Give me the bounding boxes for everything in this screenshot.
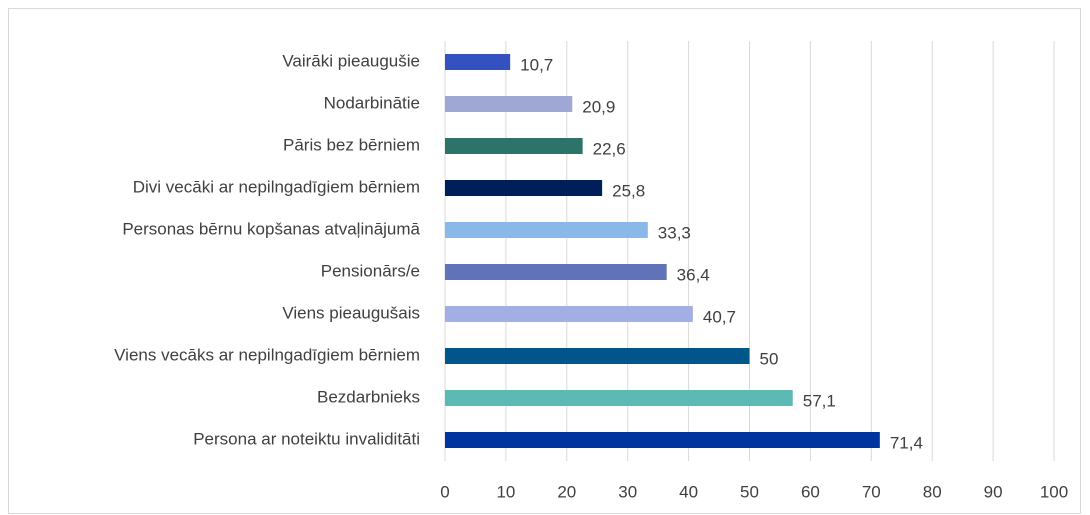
- x-tick-label: 0: [440, 482, 449, 501]
- y-tick-label: Viens vecāks ar nepilngadīgiem bērniem: [114, 345, 420, 364]
- y-tick-label: Personas bērnu kopšanas atvaļinājumā: [122, 219, 420, 238]
- x-tick-label: 50: [740, 482, 759, 501]
- value-label: 20,9: [582, 97, 615, 116]
- x-tick-label: 80: [923, 482, 942, 501]
- bar: [445, 138, 583, 154]
- value-label: 25,8: [612, 181, 645, 200]
- y-tick-label: Vairāki pieaugušie: [282, 51, 420, 70]
- x-tick-label: 10: [496, 482, 515, 501]
- value-label: 33,3: [658, 223, 691, 242]
- bar: [445, 180, 603, 196]
- bar: [445, 96, 573, 112]
- value-label: 50: [760, 349, 779, 368]
- bar: [445, 264, 667, 280]
- value-label: 22,6: [593, 139, 626, 158]
- x-tick-label: 100: [1040, 482, 1068, 501]
- bar: [445, 390, 793, 406]
- value-label: 10,7: [520, 55, 553, 74]
- bar: [445, 306, 693, 322]
- y-tick-label: Pensionārs/e: [321, 261, 420, 280]
- value-label: 57,1: [803, 391, 836, 410]
- x-tick-label: 90: [984, 482, 1003, 501]
- value-label: 40,7: [703, 307, 736, 326]
- value-label: 36,4: [677, 265, 710, 284]
- bar: [445, 348, 750, 364]
- x-tick-label: 20: [557, 482, 576, 501]
- x-tick-label: 60: [801, 482, 820, 501]
- bar: [445, 54, 511, 70]
- chart-border: [8, 8, 1081, 514]
- x-tick-label: 70: [862, 482, 881, 501]
- y-tick-label: Pāris bez bērniem: [283, 135, 420, 154]
- y-tick-label: Nodarbinātie: [324, 93, 420, 112]
- y-tick-label: Persona ar noteiktu invaliditāti: [193, 429, 420, 448]
- x-tick-label: 40: [679, 482, 698, 501]
- bar: [445, 432, 880, 448]
- y-tick-label: Divi vecāki ar nepilngadīgiem bērniem: [133, 177, 420, 196]
- y-tick-label: Viens pieaugušais: [282, 303, 420, 322]
- bar: [445, 222, 648, 238]
- x-tick-label: 30: [618, 482, 637, 501]
- value-label: 71,4: [890, 433, 923, 452]
- y-tick-label: Bezdarbnieks: [317, 387, 420, 406]
